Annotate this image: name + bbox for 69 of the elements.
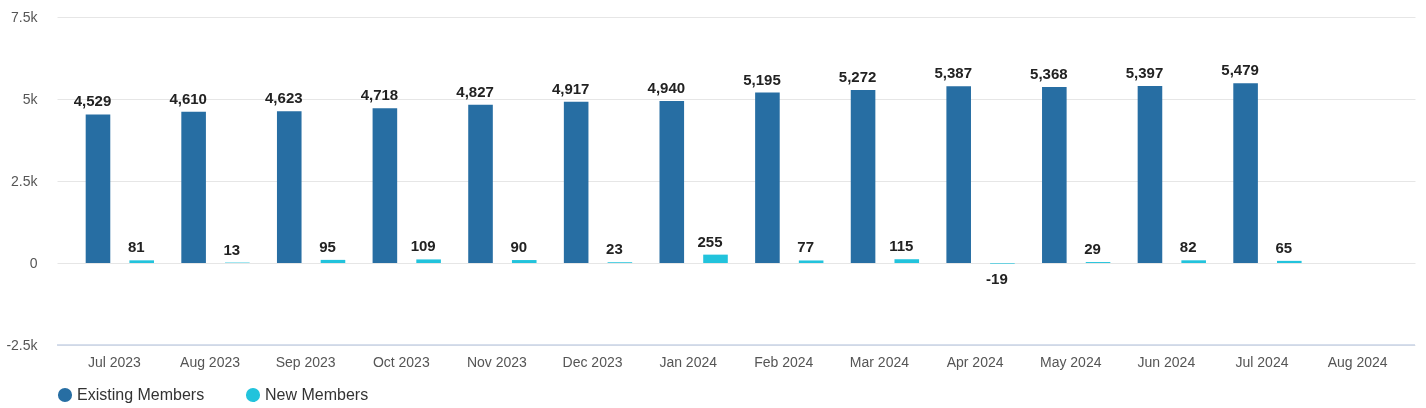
- bar: [511, 260, 537, 263]
- data-label: -19: [986, 269, 1008, 287]
- data-label: 5,368: [1030, 64, 1068, 82]
- data-label: 5,195: [743, 70, 781, 88]
- data-label: 65: [1275, 238, 1293, 256]
- bar: [1277, 260, 1302, 263]
- bar: [798, 260, 824, 263]
- bar: [276, 111, 302, 263]
- data-label: 5,272: [838, 68, 877, 86]
- data-label: 4,623: [265, 89, 303, 107]
- bar: [320, 259, 346, 263]
- x-tick-label: Aug 2023: [180, 353, 241, 370]
- bar: [703, 254, 728, 263]
- data-label: 77: [797, 238, 815, 256]
- x-tick-label: Jun 2024: [1137, 353, 1196, 370]
- data-label: 95: [319, 237, 336, 255]
- data-label: 23: [606, 240, 623, 258]
- data-label: 255: [697, 232, 723, 250]
- data-label: 4,940: [647, 78, 686, 96]
- data-label: 13: [223, 240, 241, 258]
- x-tick-label: Jul 2024: [1235, 353, 1289, 370]
- x-tick-label: Aug 2024: [1327, 353, 1388, 370]
- x-tick-label: Oct 2023: [372, 353, 430, 370]
- x-tick-label: Nov 2023: [466, 353, 528, 370]
- bar: [85, 114, 111, 263]
- y-tick-label: 5k: [22, 90, 39, 107]
- data-label: 5,397: [1125, 63, 1164, 81]
- data-label: 115: [889, 237, 914, 255]
- bar: [850, 90, 876, 263]
- bar: [755, 92, 780, 263]
- y-tick-label: 7.5k: [11, 8, 39, 25]
- x-tick-label: Sep 2023: [275, 353, 336, 370]
- bar: [659, 100, 685, 263]
- bar: [1042, 86, 1067, 263]
- x-tick-label: Feb 2024: [754, 353, 814, 370]
- data-label: 109: [410, 237, 436, 255]
- x-tick-label: May 2024: [1039, 353, 1102, 370]
- x-tick-label: Jul 2023: [87, 353, 142, 370]
- bar: [1137, 85, 1163, 263]
- data-label: 4,718: [360, 86, 399, 104]
- data-label: 82: [1179, 238, 1197, 256]
- bar: [416, 259, 441, 263]
- y-tick-label: 0: [29, 254, 38, 271]
- x-tick-label: Mar 2024: [849, 353, 910, 370]
- data-label: 29: [1084, 240, 1101, 258]
- data-label: 5,387: [934, 64, 972, 82]
- data-label: 4,917: [551, 79, 590, 97]
- bar: [563, 101, 589, 263]
- data-label: 81: [127, 238, 145, 256]
- bar: [181, 111, 206, 263]
- bar: [894, 259, 920, 263]
- bar: [372, 108, 398, 263]
- bar: [129, 260, 154, 263]
- data-label: 5,479: [1221, 61, 1259, 79]
- data-label: 90: [510, 238, 528, 256]
- x-tick-label: Dec 2023: [562, 353, 623, 370]
- x-tick-label: Jan 2024: [659, 353, 718, 370]
- data-label: 4,529: [73, 92, 112, 110]
- data-label: 4,610: [169, 89, 207, 107]
- legend-label: New Members: [265, 386, 369, 403]
- legend-label: Existing Members: [77, 386, 205, 403]
- x-tick-label: Apr 2024: [946, 353, 1004, 370]
- bar: [468, 104, 493, 263]
- y-tick-label: 2.5k: [11, 172, 39, 189]
- bar: [1181, 260, 1206, 263]
- bar: [1233, 83, 1258, 263]
- y-tick-label: -2.5k: [6, 336, 39, 353]
- bar: [946, 86, 971, 263]
- data-label: 4,827: [456, 82, 494, 100]
